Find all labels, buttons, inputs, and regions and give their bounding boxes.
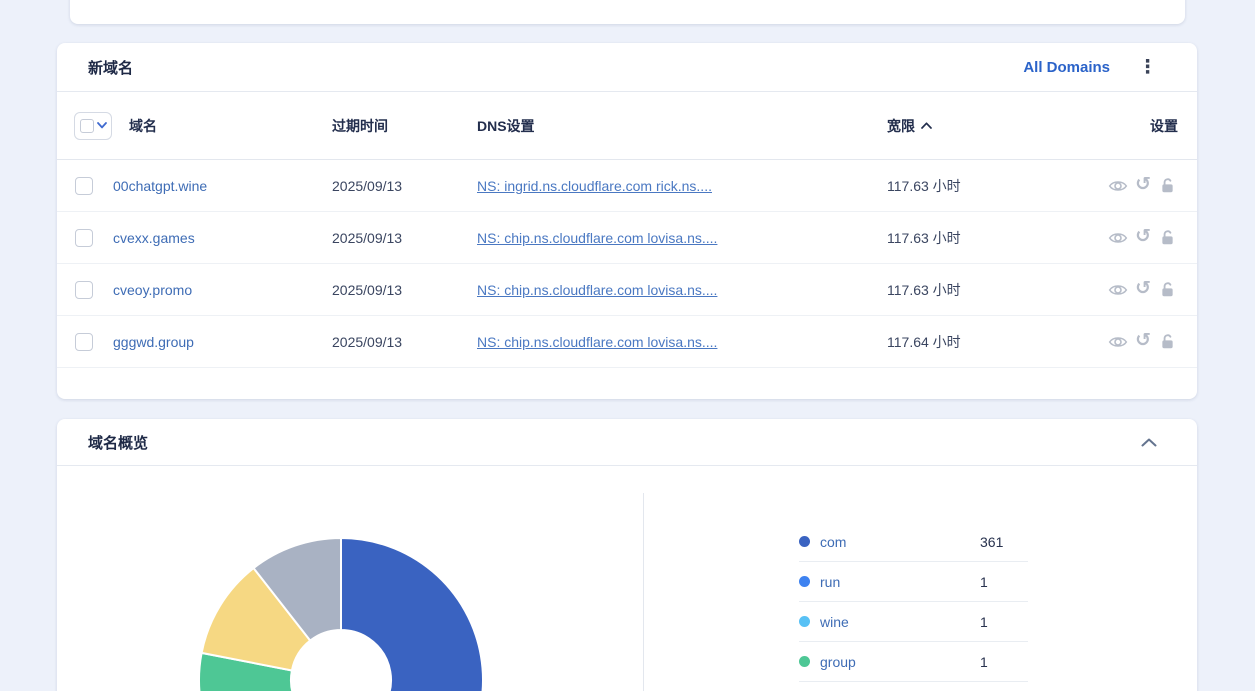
dns-settings-link[interactable]: NS: chip.ns.cloudflare.com lovisa.ns.... <box>477 229 718 246</box>
legend-label: group <box>820 653 856 670</box>
undo-icon[interactable]: ↺ <box>1135 277 1151 299</box>
dns-settings-link[interactable]: NS: chip.ns.cloudflare.com lovisa.ns.... <box>477 281 718 298</box>
eye-icon[interactable] <box>1108 332 1128 352</box>
donut-segment-com[interactable] <box>340 536 484 691</box>
grace-period-value: 117.63 小时 <box>887 229 961 246</box>
chart-legend-divider <box>643 493 644 691</box>
table-row: cveoy.promo 2025/09/13 NS: chip.ns.cloud… <box>57 264 1197 316</box>
expiry-date: 2025/09/13 <box>332 177 403 194</box>
legend-item[interactable]: com 361 <box>799 522 1028 562</box>
legend-value: 1 <box>980 613 988 630</box>
table-header-row: 域名 过期时间 DNS设置 宽限 设置 <box>57 92 1197 160</box>
legend-color-dot <box>799 616 810 627</box>
legend-label: wine <box>820 613 849 630</box>
sort-ascending-icon <box>921 122 932 129</box>
grace-period-value: 117.63 小时 <box>887 281 961 298</box>
legend-color-dot <box>799 656 810 667</box>
row-checkbox[interactable] <box>75 280 93 299</box>
column-header-grace-label: 宽限 <box>887 117 915 134</box>
legend-item[interactable]: wine 1 <box>799 602 1028 642</box>
kebab-menu-icon[interactable]: ⋮ <box>1138 55 1157 78</box>
domain-link[interactable]: cvexx.games <box>113 229 195 246</box>
dns-settings-link[interactable]: NS: chip.ns.cloudflare.com lovisa.ns.... <box>477 333 718 350</box>
table-body: 00chatgpt.wine 2025/09/13 NS: ingrid.ns.… <box>57 160 1197 368</box>
legend-item[interactable]: run 1 <box>799 562 1028 602</box>
previous-card-edge <box>70 0 1185 24</box>
column-header-expiry[interactable]: 过期时间 <box>332 117 388 134</box>
column-header-grace[interactable]: 宽限 <box>887 116 932 136</box>
legend-value: 1 <box>980 573 988 590</box>
legend-color-dot <box>799 576 810 587</box>
undo-icon[interactable]: ↺ <box>1135 173 1151 195</box>
unlock-icon[interactable] <box>1158 280 1177 299</box>
legend-color-dot <box>799 536 810 547</box>
column-header-settings: 设置 <box>1150 117 1178 134</box>
undo-icon[interactable]: ↺ <box>1135 225 1151 247</box>
legend-label: run <box>820 573 841 590</box>
chevron-down-icon <box>96 122 107 129</box>
grace-period-value: 117.64 小时 <box>887 333 961 350</box>
legend-item[interactable]: games 1 <box>799 682 1028 691</box>
grace-period-value: 117.63 小时 <box>887 177 961 194</box>
row-actions: ↺ <box>1108 277 1177 300</box>
row-checkbox[interactable] <box>75 228 93 247</box>
select-all-control[interactable] <box>74 111 112 140</box>
new-domains-card: 新域名 All Domains ⋮ 域名 过期时间 DNS设置 宽限 设置 00… <box>57 43 1197 399</box>
table-row: cvexx.games 2025/09/13 NS: chip.ns.cloud… <box>57 212 1197 264</box>
row-actions: ↺ <box>1108 329 1177 352</box>
table-row: gggwd.group 2025/09/13 NS: chip.ns.cloud… <box>57 316 1197 368</box>
expiry-date: 2025/09/13 <box>332 229 403 246</box>
unlock-icon[interactable] <box>1158 176 1177 195</box>
domain-link[interactable]: 00chatgpt.wine <box>113 177 208 194</box>
select-all-checkbox[interactable] <box>79 118 94 133</box>
domain-link[interactable]: cveoy.promo <box>113 281 193 298</box>
undo-icon[interactable]: ↺ <box>1135 329 1151 351</box>
column-header-domain[interactable]: 域名 <box>129 117 157 134</box>
card-title: 新域名 <box>88 59 134 77</box>
column-header-dns[interactable]: DNS设置 <box>477 117 535 134</box>
eye-icon[interactable] <box>1108 176 1128 196</box>
tld-donut-chart <box>198 536 484 691</box>
card-title: 域名概览 <box>88 434 149 452</box>
expiry-date: 2025/09/13 <box>332 281 403 298</box>
legend-value: 1 <box>980 653 988 670</box>
row-actions: ↺ <box>1108 173 1177 196</box>
row-checkbox[interactable] <box>75 332 93 351</box>
legend-label: com <box>820 533 847 550</box>
legend-value: 361 <box>980 533 1004 550</box>
all-domains-link[interactable]: All Domains <box>1023 58 1110 76</box>
legend-item[interactable]: group 1 <box>799 642 1028 682</box>
donut-segment[interactable] <box>252 536 342 643</box>
expiry-date: 2025/09/13 <box>332 333 403 350</box>
domain-link[interactable]: gggwd.group <box>113 333 194 350</box>
row-checkbox[interactable] <box>75 176 93 195</box>
row-actions: ↺ <box>1108 225 1177 248</box>
chart-legend: com 361 run 1 wine 1 group 1 games 1 <box>799 522 1028 691</box>
eye-icon[interactable] <box>1108 228 1128 248</box>
unlock-icon[interactable] <box>1158 332 1177 351</box>
eye-icon[interactable] <box>1108 280 1128 300</box>
table-row: 00chatgpt.wine 2025/09/13 NS: ingrid.ns.… <box>57 160 1197 212</box>
dns-settings-link[interactable]: NS: ingrid.ns.cloudflare.com rick.ns.... <box>477 177 712 194</box>
unlock-icon[interactable] <box>1158 228 1177 247</box>
collapse-panel-button[interactable] <box>1141 438 1157 447</box>
domain-overview-card: 域名概览 com 361 run 1 wine 1 group 1 games … <box>57 419 1197 691</box>
chevron-up-icon <box>1141 438 1157 446</box>
